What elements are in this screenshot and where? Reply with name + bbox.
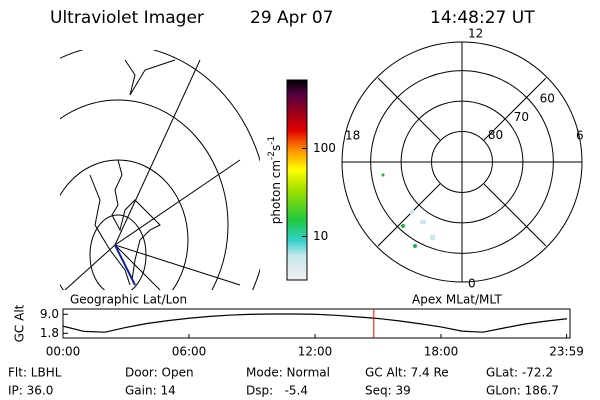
x-tick-label: 06:00 [172, 345, 207, 359]
y-tick-label: 9.0 [40, 307, 59, 321]
geo-label: Geographic Lat/Lon [70, 293, 187, 307]
colorbar-title-part: -1 [267, 136, 277, 145]
info-field: GC Alt: 7.4 Re [365, 366, 449, 380]
info-field: IP: 36.0 [8, 384, 53, 398]
mlt-label: 12 [468, 27, 483, 41]
info-field: Mode: Normal [246, 366, 330, 380]
time: 14:48:27 UT [430, 8, 535, 28]
geo-map [60, 50, 260, 290]
polar-label: Apex MLat/MLT [412, 293, 502, 307]
colorbar-title-part: -2 [267, 151, 277, 160]
colorbar-tick-label: 100 [313, 141, 336, 155]
instrument: Ultraviolet Imager [50, 8, 204, 28]
colorbar [286, 79, 308, 281]
lat-circle [370, 70, 554, 254]
mlt-label: 18 [345, 129, 360, 143]
colorbar-title: photon cm-2s-1 [267, 136, 283, 225]
polar-grid [342, 42, 582, 282]
info-field: Dsp: -5.4 [246, 384, 308, 398]
mlt-label: 0 [468, 277, 476, 291]
plot-frame [62, 308, 571, 339]
date: 29 Apr 07 [250, 8, 333, 28]
info-field: Seq: 39 [365, 384, 411, 398]
colorbar-title-part: s [269, 145, 283, 151]
lat-label: 80 [488, 128, 503, 142]
colorbar-label: photon cm-2s-1 [267, 136, 283, 225]
info-field: Door: Open [125, 366, 194, 380]
lat-circle [431, 131, 493, 193]
x-tick-label: 00:00 [46, 345, 81, 359]
colorbar-title-part: photon cm [269, 160, 283, 224]
colorbar-tick-label: 10 [313, 229, 328, 243]
x-tick-label: 18:00 [424, 345, 459, 359]
lat-label: 70 [514, 110, 529, 124]
info-field: Gain: 14 [125, 384, 176, 398]
mlt-label: 6 [576, 129, 584, 143]
info-field: GLat: -72.2 [486, 366, 553, 380]
lat-circle [400, 100, 524, 224]
y-tick-label: 1.8 [40, 326, 59, 340]
info-field: GLon: 186.7 [486, 384, 559, 398]
x-tick-label: 12:00 [298, 345, 333, 359]
info-field: Flt: LBHL [8, 366, 62, 380]
y-axis-label: GC Alt [13, 304, 27, 342]
lat-label: 60 [540, 92, 555, 106]
altitude-line [62, 313, 568, 333]
polar-boundary [341, 41, 583, 283]
x-tick-label: 23:59 [549, 345, 584, 359]
